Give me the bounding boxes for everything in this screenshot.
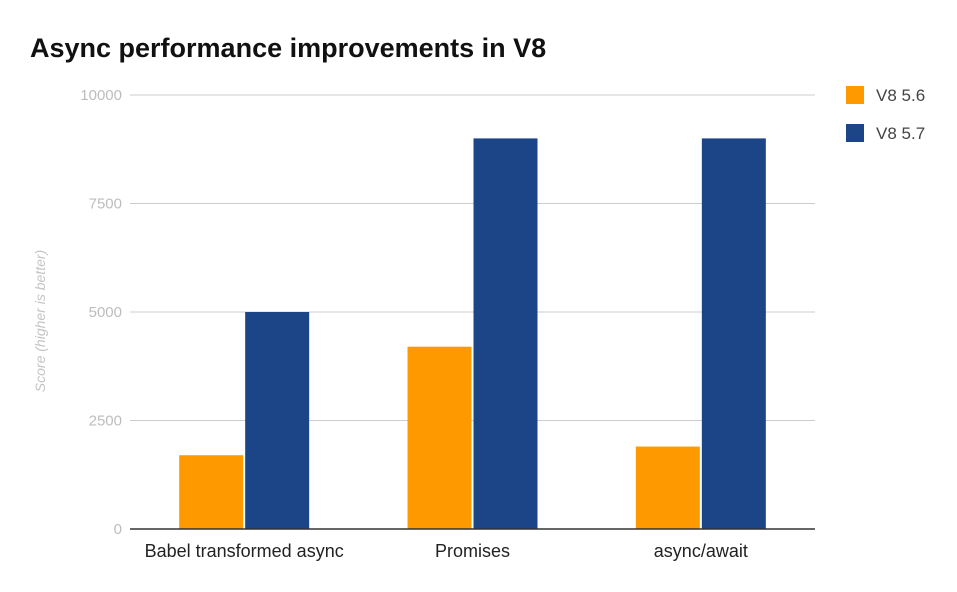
bar-v8-5-7-1 [245,312,309,529]
bar-v8-5-7-3 [702,138,766,529]
bar-v8-5-6-3 [636,447,700,529]
legend-swatch [846,124,864,142]
y-tick-label: 7500 [89,196,122,213]
bar-v8-5-6-2 [408,347,472,529]
x-axis: Babel transformed async Promises async/awa… [130,529,815,561]
legend-swatch [846,86,864,104]
legend-label: V8 5.7 [876,124,925,143]
legend: V8 5.6 V8 5.7 [846,86,925,143]
bars [179,138,766,529]
y-tick-label: 2500 [89,413,122,430]
x-tick-label: Promises [435,541,510,561]
legend-label: V8 5.6 [876,86,925,105]
y-tick-label: 10000 [80,87,122,104]
x-tick-label: Babel transformed async [145,541,344,561]
y-tick-label: 0 [114,521,122,538]
bar-v8-5-7-2 [474,138,538,529]
y-tick-label: 5000 [89,304,122,321]
chart-title: Async performance improvements in V8 [30,33,546,63]
bar-v8-5-6-1 [179,455,243,529]
y-axis-label: Score (higher is better) [32,250,48,392]
y-axis: 0 2500 5000 7500 10000 [80,87,122,538]
x-tick-label: async/await [654,541,748,561]
